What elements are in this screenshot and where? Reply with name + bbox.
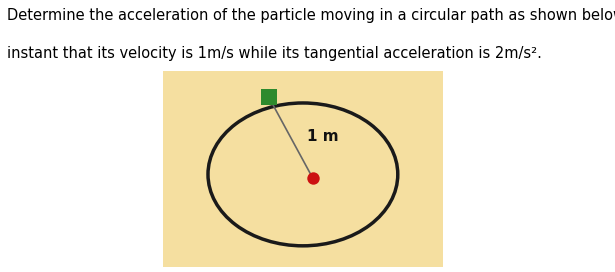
- Point: [264, 95, 274, 99]
- FancyBboxPatch shape: [163, 71, 443, 267]
- Text: 1 m: 1 m: [306, 129, 338, 144]
- Point: [308, 176, 317, 180]
- Text: Determine the acceleration of the particle moving in a circular path as shown be: Determine the acceleration of the partic…: [7, 8, 615, 23]
- Text: instant that its velocity is 1m/s while its tangential acceleration is 2m/s².: instant that its velocity is 1m/s while …: [7, 46, 542, 61]
